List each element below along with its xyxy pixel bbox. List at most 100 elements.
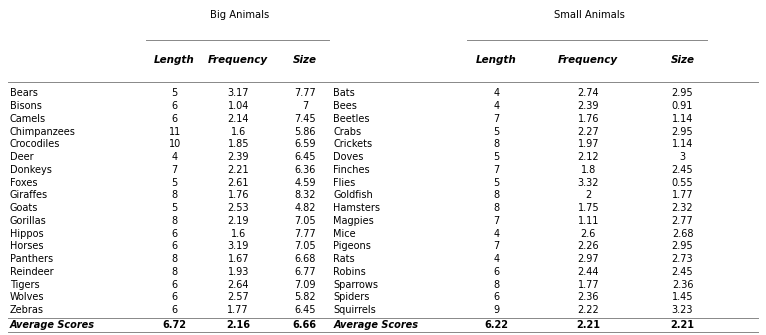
Text: 4.59: 4.59 [294, 178, 316, 188]
Text: 4: 4 [493, 229, 499, 239]
Text: 2.27: 2.27 [578, 127, 599, 137]
Text: 1.45: 1.45 [672, 292, 693, 303]
Text: 2.39: 2.39 [228, 152, 249, 162]
Text: 1.8: 1.8 [581, 165, 596, 175]
Text: 10: 10 [169, 139, 181, 149]
Text: Crocodiles: Crocodiles [10, 139, 61, 149]
Text: Bears: Bears [10, 88, 38, 98]
Text: 2.21: 2.21 [670, 320, 695, 330]
Text: 6.72: 6.72 [162, 320, 187, 330]
Text: 3.23: 3.23 [672, 305, 693, 315]
Text: 6: 6 [172, 292, 178, 303]
Text: 6.59: 6.59 [294, 139, 316, 149]
Text: Panthers: Panthers [10, 254, 53, 264]
Text: Spiders: Spiders [333, 292, 369, 303]
Text: 6: 6 [172, 242, 178, 252]
Text: 5: 5 [172, 88, 178, 98]
Text: 7.77: 7.77 [294, 88, 316, 98]
Text: 6: 6 [172, 305, 178, 315]
Text: Length: Length [154, 55, 195, 65]
Text: Small Animals: Small Animals [554, 10, 624, 20]
Text: 2.64: 2.64 [228, 280, 249, 290]
Text: Size: Size [670, 55, 695, 65]
Text: 2.53: 2.53 [228, 203, 249, 213]
Text: 2.68: 2.68 [672, 229, 693, 239]
Text: 9: 9 [493, 305, 499, 315]
Text: 6.45: 6.45 [294, 152, 316, 162]
Text: 8: 8 [493, 280, 499, 290]
Text: Chimpanzees: Chimpanzees [10, 127, 76, 137]
Text: 2.77: 2.77 [672, 216, 693, 226]
Text: 6: 6 [493, 292, 499, 303]
Text: 4.82: 4.82 [294, 203, 316, 213]
Text: 2.45: 2.45 [672, 165, 693, 175]
Text: 6.45: 6.45 [294, 305, 316, 315]
Text: 8: 8 [172, 267, 178, 277]
Text: 2.14: 2.14 [228, 114, 249, 124]
Text: 8.32: 8.32 [294, 191, 316, 200]
Text: 5: 5 [493, 178, 499, 188]
Text: 2.22: 2.22 [578, 305, 599, 315]
Text: Size: Size [293, 55, 317, 65]
Text: 4: 4 [493, 88, 499, 98]
Text: 1.76: 1.76 [578, 114, 599, 124]
Text: 1.97: 1.97 [578, 139, 599, 149]
Text: 6.77: 6.77 [294, 267, 316, 277]
Text: Beetles: Beetles [333, 114, 370, 124]
Text: 2.45: 2.45 [672, 267, 693, 277]
Text: 2.61: 2.61 [228, 178, 249, 188]
Text: 2.21: 2.21 [576, 320, 601, 330]
Text: 1.6: 1.6 [231, 229, 246, 239]
Text: 6: 6 [172, 114, 178, 124]
Text: Bats: Bats [333, 88, 355, 98]
Text: 6: 6 [493, 267, 499, 277]
Text: 2.95: 2.95 [672, 88, 693, 98]
Text: Bees: Bees [333, 101, 357, 111]
Text: 1.14: 1.14 [672, 139, 693, 149]
Text: 3.17: 3.17 [228, 88, 249, 98]
Text: 1.11: 1.11 [578, 216, 599, 226]
Text: Flies: Flies [333, 178, 355, 188]
Text: Tigers: Tigers [10, 280, 40, 290]
Text: 7.05: 7.05 [294, 242, 316, 252]
Text: 7: 7 [493, 114, 499, 124]
Text: 1.6: 1.6 [231, 127, 246, 137]
Text: Frequency: Frequency [558, 55, 618, 65]
Text: 2.97: 2.97 [578, 254, 599, 264]
Text: 1.14: 1.14 [672, 114, 693, 124]
Text: 5: 5 [172, 178, 178, 188]
Text: Deer: Deer [10, 152, 34, 162]
Text: 1.75: 1.75 [578, 203, 599, 213]
Text: Sparrows: Sparrows [333, 280, 378, 290]
Text: Gorillas: Gorillas [10, 216, 47, 226]
Text: 8: 8 [493, 203, 499, 213]
Text: 7: 7 [493, 165, 499, 175]
Text: 2.12: 2.12 [578, 152, 599, 162]
Text: 4: 4 [172, 152, 178, 162]
Text: 2.95: 2.95 [672, 242, 693, 252]
Text: 8: 8 [493, 191, 499, 200]
Text: 1.77: 1.77 [578, 280, 599, 290]
Text: 1.77: 1.77 [228, 305, 249, 315]
Text: 3: 3 [679, 152, 686, 162]
Text: Robins: Robins [333, 267, 366, 277]
Text: 2.16: 2.16 [226, 320, 250, 330]
Text: 5: 5 [172, 203, 178, 213]
Text: 5.86: 5.86 [294, 127, 316, 137]
Text: Bisons: Bisons [10, 101, 42, 111]
Text: 6.66: 6.66 [293, 320, 317, 330]
Text: 1.04: 1.04 [228, 101, 249, 111]
Text: Hamsters: Hamsters [333, 203, 380, 213]
Text: 1.85: 1.85 [228, 139, 249, 149]
Text: 1.76: 1.76 [228, 191, 249, 200]
Text: Wolves: Wolves [10, 292, 44, 303]
Text: 2.39: 2.39 [578, 101, 599, 111]
Text: Doves: Doves [333, 152, 364, 162]
Text: 1.67: 1.67 [228, 254, 249, 264]
Text: 2.32: 2.32 [672, 203, 693, 213]
Text: 6: 6 [172, 229, 178, 239]
Text: 7.09: 7.09 [294, 280, 316, 290]
Text: 6.36: 6.36 [294, 165, 316, 175]
Text: Camels: Camels [10, 114, 46, 124]
Text: 1.77: 1.77 [672, 191, 693, 200]
